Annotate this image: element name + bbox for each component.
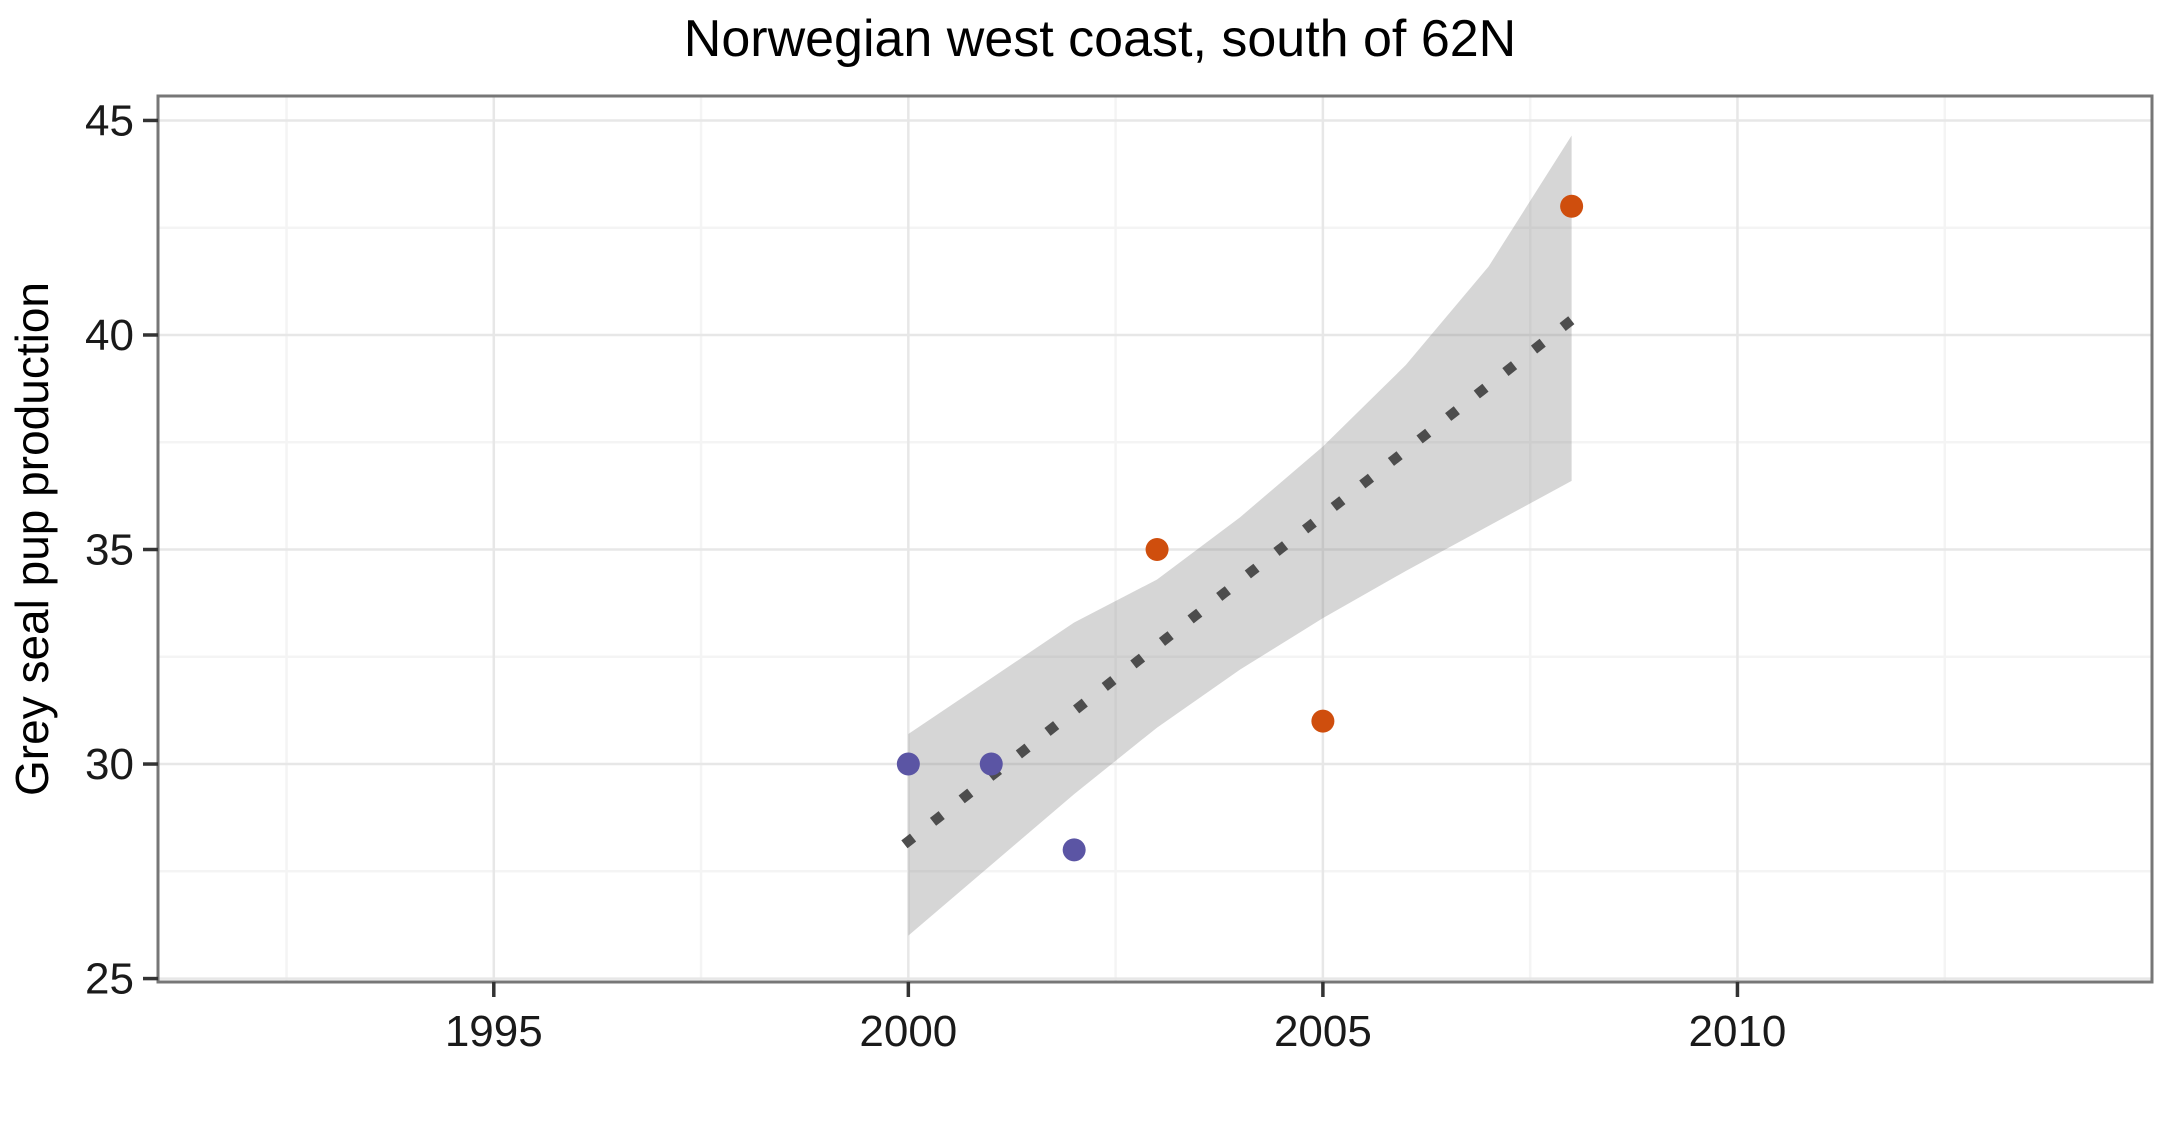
- purple-point: [1062, 838, 1086, 862]
- orange-point: [1145, 538, 1169, 562]
- x-axis-tick-label: 2005: [1274, 1007, 1372, 1056]
- purple-point: [896, 752, 920, 776]
- x-axis-tick-label: 2000: [859, 1007, 957, 1056]
- orange-point: [1560, 194, 1584, 218]
- y-axis-title: Grey seal pup production: [6, 282, 58, 796]
- minor-gridlines: [158, 96, 2152, 982]
- y-axis-tick-label: 40: [85, 311, 134, 360]
- orange-point: [1311, 709, 1335, 733]
- y-axis-tick-label: 35: [85, 526, 134, 575]
- y-axis-tick-label: 25: [85, 955, 134, 1004]
- y-axis-tick-label: 30: [85, 740, 134, 789]
- purple-point: [979, 752, 1003, 776]
- axis-ticks-and-labels: 1995 2000 2005 2010 25 30 35 40 45: [85, 96, 1786, 1056]
- x-axis-tick-label: 1995: [445, 1007, 543, 1056]
- trend-line: [901, 312, 1579, 849]
- plot-title: Norwegian west coast, south of 62N: [684, 10, 1516, 68]
- y-axis-tick-label: 45: [85, 96, 134, 145]
- linear-fit-dotted-line: [901, 312, 1579, 849]
- confidence-band: [908, 135, 1572, 936]
- data-points: [896, 194, 1584, 862]
- panel-border: [156, 94, 2154, 984]
- confidence-band-area: [908, 135, 1572, 936]
- x-axis-tick-label: 2010: [1689, 1007, 1787, 1056]
